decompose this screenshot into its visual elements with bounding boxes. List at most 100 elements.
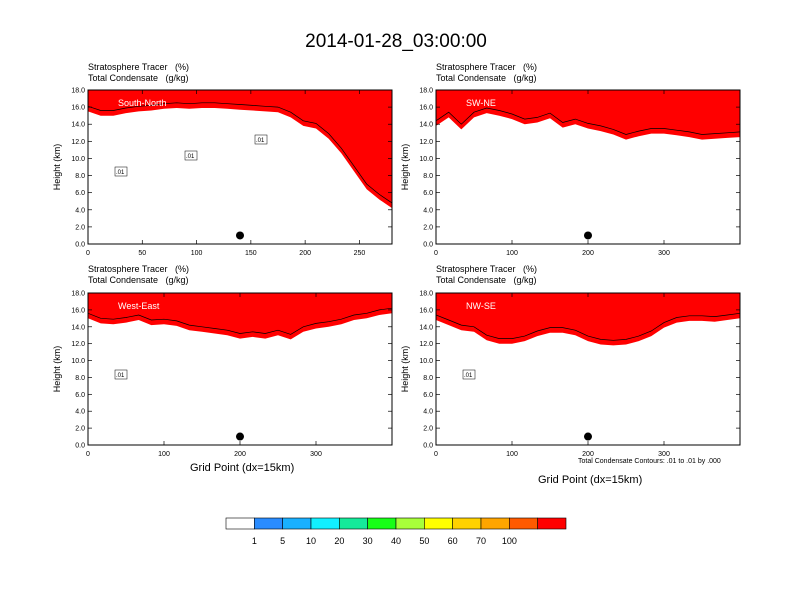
panel-1-location-marker — [236, 231, 244, 240]
panel-2-xtick-label: 200 — [582, 250, 594, 257]
panel-1-ytick-label: 10.0 — [71, 156, 85, 163]
panel-4-condensate-contour — [436, 312, 740, 341]
panel2-subtitle-condensate: Total Condensate (g/kg) — [436, 73, 537, 83]
contour-note: Total Condensate Contours: .01 to .01 by… — [578, 458, 721, 465]
panel-2-xtick-label: 100 — [506, 250, 518, 257]
panel-1-xtick-label: 50 — [138, 250, 146, 257]
panel3-subtitle-condensate: Total Condensate (g/kg) — [88, 275, 189, 285]
panel-4-tracer-core — [436, 293, 740, 327]
colorbar-swatch — [452, 517, 482, 530]
panel-1-contour-label-box — [254, 134, 268, 145]
panel-4-ytick-label: 8.0 — [423, 375, 433, 382]
page-title: 2014-01-28_03:00:00 — [305, 31, 487, 52]
panel-1-frame — [87, 89, 393, 245]
panel-2-ytick-label: 10.0 — [419, 156, 433, 163]
panel-1-tracer-core — [88, 90, 392, 190]
panel-4-ytick-label: 16.0 — [419, 307, 433, 314]
colorbar-label: 1 — [252, 536, 257, 546]
panel-2-ytick-label: 8.0 — [423, 173, 433, 180]
colorbar-swatch — [367, 517, 397, 530]
panel-1-y-axis-label: Height (km) — [52, 144, 62, 191]
panel-3-contour-label: .01 — [116, 373, 125, 379]
panel-1-ytick-label: 18.0 — [71, 88, 85, 95]
panel-3-tracer-core — [88, 293, 392, 321]
colorbar-swatch — [395, 517, 425, 530]
panel-4-ytick-label: 6.0 — [423, 392, 433, 399]
colorbar-swatch — [310, 517, 340, 530]
panel-1-xtick-label: 150 — [245, 250, 257, 257]
colorbar-label: 40 — [391, 536, 401, 546]
panel2-subtitle-tracer: Stratosphere Tracer (%) — [436, 62, 538, 72]
panel3-subtitle-tracer: Stratosphere Tracer (%) — [88, 264, 190, 274]
panel-2-section-label: SW-NE — [466, 98, 496, 108]
panel-3-ytick-label: 6.0 — [75, 392, 85, 399]
panel-2-ytick-label: 0.0 — [423, 242, 433, 249]
panel-4-location-marker — [584, 432, 592, 441]
panel-4-contour-label-box — [462, 369, 476, 380]
panel-3-contour-label-box — [114, 369, 128, 380]
panel-3-ytick-label: 16.0 — [71, 307, 85, 314]
panel-1-xtick-label: 0 — [86, 250, 90, 257]
panel-3-xtick-label: 0 — [86, 451, 90, 458]
panel-2-ytick-label: 2.0 — [423, 224, 433, 231]
panel-2: 0.0 2.0 4.0 6.0 8.0 10.0 12.0 14.0 16.0 18.0 0 100 2… — [400, 88, 741, 257]
colorbar-swatch — [339, 517, 368, 530]
panel-2-ytick-label: 4.0 — [423, 207, 433, 214]
panel-1-tracer-band-0 — [88, 90, 392, 209]
panel-1-xtick-label: 100 — [191, 250, 203, 257]
panel-2-xtick-label: 0 — [434, 250, 438, 257]
panel-4-section-label: NW-SE — [466, 301, 496, 311]
panel-1-contour-label: .01 — [186, 154, 195, 160]
panel-1-plot-area — [88, 90, 392, 244]
panel-1-xtick-label: 250 — [354, 250, 366, 257]
colorbar-swatch — [282, 517, 312, 530]
panel-3-ytick-label: 2.0 — [75, 426, 85, 433]
panel-2-location-marker — [584, 231, 592, 240]
panel-4-ytick-label: 10.0 — [419, 358, 433, 365]
colorbar-label: 20 — [334, 536, 344, 546]
panel-3-ytick-label: 18.0 — [71, 291, 85, 298]
panel4-subtitle-tracer: Stratosphere Tracer (%) — [436, 264, 538, 274]
panel-4-y-axis-label: Height (km) — [400, 346, 410, 393]
panel4-subtitle-condensate: Total Condensate (g/kg) — [436, 275, 537, 285]
panel-4-xtick-label: 100 — [506, 451, 518, 458]
panel-3-section-label: West-East — [118, 301, 160, 311]
panel-1-section-label: South-North — [118, 98, 167, 108]
panel-1-contour-label-box — [114, 166, 128, 177]
colorbar-swatch — [254, 517, 283, 530]
panel-1-ytick-label: 0.0 — [75, 242, 85, 249]
panel-4-ytick-label: 18.0 — [419, 291, 433, 298]
panel-3-xtick-label: 100 — [158, 451, 170, 458]
panel-3-ytick-label: 8.0 — [75, 375, 85, 382]
panel-2-y-axis-label: Height (km) — [400, 144, 410, 191]
panel-1-ytick-label: 6.0 — [75, 190, 85, 197]
panel-4-contour-label: .01 — [464, 373, 473, 379]
panel-2-condensate-contour — [436, 107, 740, 135]
panel-4-plot-area — [436, 293, 740, 445]
panel-3-ytick-label: 0.0 — [75, 443, 85, 450]
panel-1-ytick-label: 12.0 — [71, 139, 85, 146]
panel-3-xtick-label: 200 — [234, 451, 246, 458]
colorbar-label: 70 — [476, 536, 486, 546]
colorbar-swatch — [480, 517, 510, 530]
panel-3-ytick-label: 4.0 — [75, 409, 85, 416]
colorbar-label: 30 — [363, 536, 373, 546]
panel-2-xtick-label: 300 — [658, 250, 670, 257]
panel-4-ytick-label: 4.0 — [423, 409, 433, 416]
panel-2-ytick-label: 16.0 — [419, 105, 433, 112]
panel-1-ytick-label: 16.0 — [71, 105, 85, 112]
panel-1-contour-label-box — [184, 150, 198, 161]
panel-2-plot-area — [436, 90, 740, 244]
panel-2-ytick-label: 18.0 — [419, 88, 433, 95]
panel-3-ytick-label: 10.0 — [71, 358, 85, 365]
panel-1-ytick-label: 14.0 — [71, 122, 85, 129]
colorbar-swatch — [424, 517, 453, 530]
panel1-subtitle-condensate: Total Condensate (g/kg) — [88, 73, 189, 83]
panel-4-ytick-label: 12.0 — [419, 341, 433, 348]
panel-3-y-axis-label: Height (km) — [52, 346, 62, 393]
panel-4-ytick-label: 2.0 — [423, 426, 433, 433]
panel-2-tracer-core — [436, 90, 740, 121]
panel-1-contour-label: .01 — [256, 138, 265, 144]
panel-4-xtick-label: 300 — [658, 451, 670, 458]
panel-4-xtick-label: 0 — [434, 451, 438, 458]
